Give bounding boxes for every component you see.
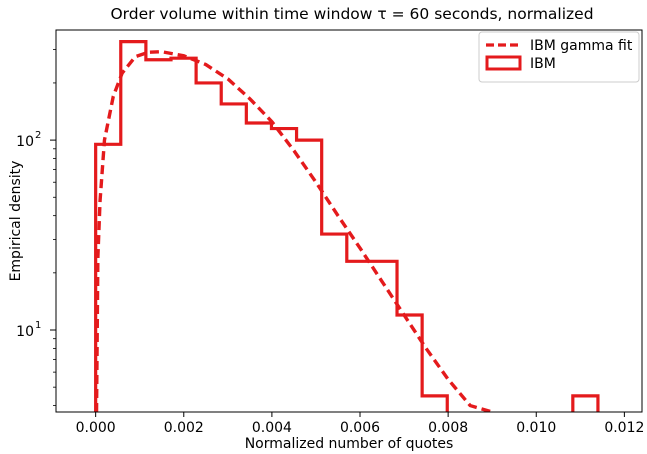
y-tick-label: 10	[16, 134, 34, 150]
x-tick-label: 0.012	[604, 420, 644, 436]
x-tick-label: 0.010	[516, 420, 556, 436]
y-tick-exponent: 1	[35, 320, 41, 331]
legend-gamma-label: IBM gamma fit	[530, 38, 633, 54]
x-axis-label: Normalized number of quotes	[245, 436, 454, 452]
y-tick-exponent: 2	[35, 130, 41, 141]
y-axis-label: Empirical density	[8, 161, 24, 282]
x-axis: 0.000 0.002 0.004 0.006 0.008 0.010 0.012	[76, 412, 644, 436]
y-tick-label: 10	[16, 324, 34, 340]
plot-frame	[55, 29, 643, 413]
x-tick-label: 0.002	[164, 420, 204, 436]
x-tick-label: 0.004	[252, 420, 292, 436]
legend: IBM gamma fit IBM	[478, 31, 640, 83]
legend-hist-swatch	[485, 55, 522, 71]
histogram-steps	[94, 40, 600, 412]
x-tick-label: 0.000	[76, 420, 116, 436]
x-tick-label: 0.008	[428, 420, 468, 436]
legend-hist-label: IBM	[530, 56, 556, 72]
chart-title: Order volume within time window τ = 60 s…	[110, 5, 593, 23]
x-tick-label: 0.006	[340, 420, 380, 436]
gamma-fit-line	[94, 50, 493, 412]
